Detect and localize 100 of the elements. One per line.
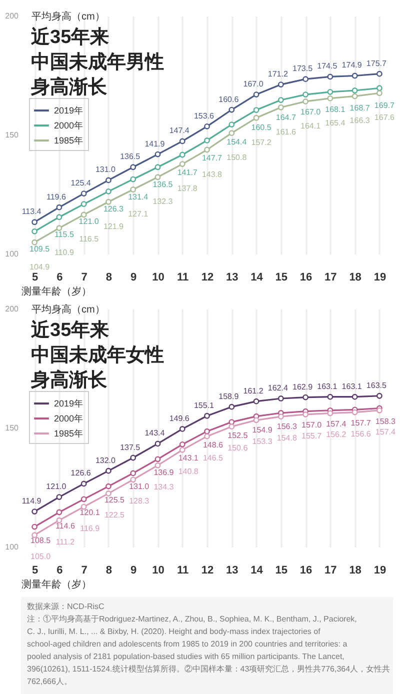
data-label: 163.1 [342,382,362,391]
data-label: 132.0 [95,456,116,465]
legend-label: 1985年 [54,428,84,438]
data-label: 141.7 [177,168,198,177]
data-label: 114.6 [55,521,76,530]
data-label: 125.5 [104,495,126,504]
x-tick-label: 17 [324,272,337,284]
text: 近35年来中国未成年男性身高渐长 [30,26,164,98]
x-tick-label: 15 [275,272,288,284]
x-tick-label: 12 [201,272,214,284]
data-label: 168.1 [325,104,346,114]
data-label: 162.9 [292,382,314,392]
data-label: 153.3 [252,437,273,446]
data-label: 136.5 [120,152,141,162]
x-tick-label: 16 [300,272,312,284]
data-label: 161.6 [276,127,296,136]
data-label: 155.7 [302,431,322,440]
data-label: 160.5 [251,123,272,132]
data-label: 156.2 [326,430,347,440]
y-tick-label: 100 [5,250,20,258]
data-label: 154.4 [226,138,248,147]
data-label: 146.5 [202,453,224,462]
data-label: 157.7 [350,418,372,428]
data-label: 131.4 [128,192,149,202]
data-label: 171.2 [268,70,288,79]
data-label: 113.4 [22,207,42,216]
y-tick-label: 200 [5,304,20,314]
data-label: 157.4 [375,427,396,436]
data-label: 161.2 [243,386,264,396]
x-tick-label: 16 [300,564,312,576]
data-label: 166.3 [350,116,370,126]
legend-label: 1985年 [54,136,84,146]
legend-label: 2019年 [54,106,84,116]
x-tick-label: 18 [349,564,362,576]
data-label: 143.8 [202,170,223,179]
data-label: 126.3 [103,204,124,214]
x-tick-label: 13 [226,564,238,576]
data-label: 157.0 [302,420,322,430]
x-tick-label: 6 [56,272,63,284]
data-label: 164.7 [276,113,296,122]
x-tick-label: 10 [152,564,164,576]
data-label: 157.4 [326,419,347,428]
data-label: 155.1 [194,400,215,410]
data-label: 150.6 [228,444,248,453]
data-label: 164.1 [300,121,322,130]
y-tick-label: 150 [5,130,20,140]
data-label: 125.4 [70,178,92,188]
data-label: 105.0 [30,552,52,562]
data-label: 167.0 [300,108,322,117]
data-label: 111.2 [56,537,76,546]
data-label: 148.6 [202,440,224,450]
y-axis-title: 平均身高（cm） [32,304,105,316]
data-label: 136.5 [152,180,174,190]
data-label: 157.2 [251,138,272,147]
data-label: 140.8 [178,466,199,476]
x-tick-label: 14 [250,564,264,576]
y-tick-label: 200 [5,12,20,20]
data-label: 174.5 [317,62,338,71]
x-tick-label: 17 [324,564,337,576]
data-label: 104.9 [30,262,50,272]
data-label: 162.4 [268,383,288,392]
x-tick-label: 15 [275,564,288,576]
x-tick-label: 5 [32,272,38,284]
x-tick-label: 7 [81,564,88,576]
data-label: 158.9 [218,392,240,401]
x-tick-label: 7 [81,272,88,284]
y-tick-label: 150 [5,424,20,432]
legend-label: 2000年 [54,414,84,424]
x-axis-title: 测量年龄（岁） [22,286,92,298]
y-axis-title: 平均身高（cm） [32,10,105,22]
data-label: 153.6 [194,111,215,120]
data-label: 169.7 [374,101,396,110]
x-tick-label: 12 [201,564,214,576]
x-tick-label: 13 [226,272,238,284]
data-label: 128.3 [129,496,150,506]
data-label: 147.4 [169,126,190,136]
data-label: 137.8 [177,184,198,194]
data-label: 116.5 [79,234,100,244]
data-label: 156.6 [350,429,372,438]
data-label: 122.5 [104,510,126,520]
data-label: 168.7 [350,103,370,112]
data-label: 108.5 [30,536,52,545]
text: 近35年来中国未成年女性身高渐长 [30,319,164,391]
data-label: 121.9 [103,222,124,231]
x-tick-label: 11 [177,272,189,284]
data-label: 121.0 [46,482,67,492]
data-label: 154.8 [276,434,298,443]
data-label: 141.9 [144,139,166,148]
x-tick-label: 10 [152,272,164,284]
data-label: 127.1 [128,210,149,218]
data-label: 131.0 [129,482,150,492]
data-label: 163.1 [317,382,338,391]
data-label: 136.9 [154,468,174,478]
data-label: 109.5 [30,244,50,254]
data-label: 163.5 [366,380,388,390]
data-label: 173.5 [292,64,314,74]
data-label: 110.9 [54,248,74,258]
x-tick-label: 11 [177,564,189,576]
data-label: 119.6 [46,192,66,202]
legend-label: 2019年 [54,398,84,408]
